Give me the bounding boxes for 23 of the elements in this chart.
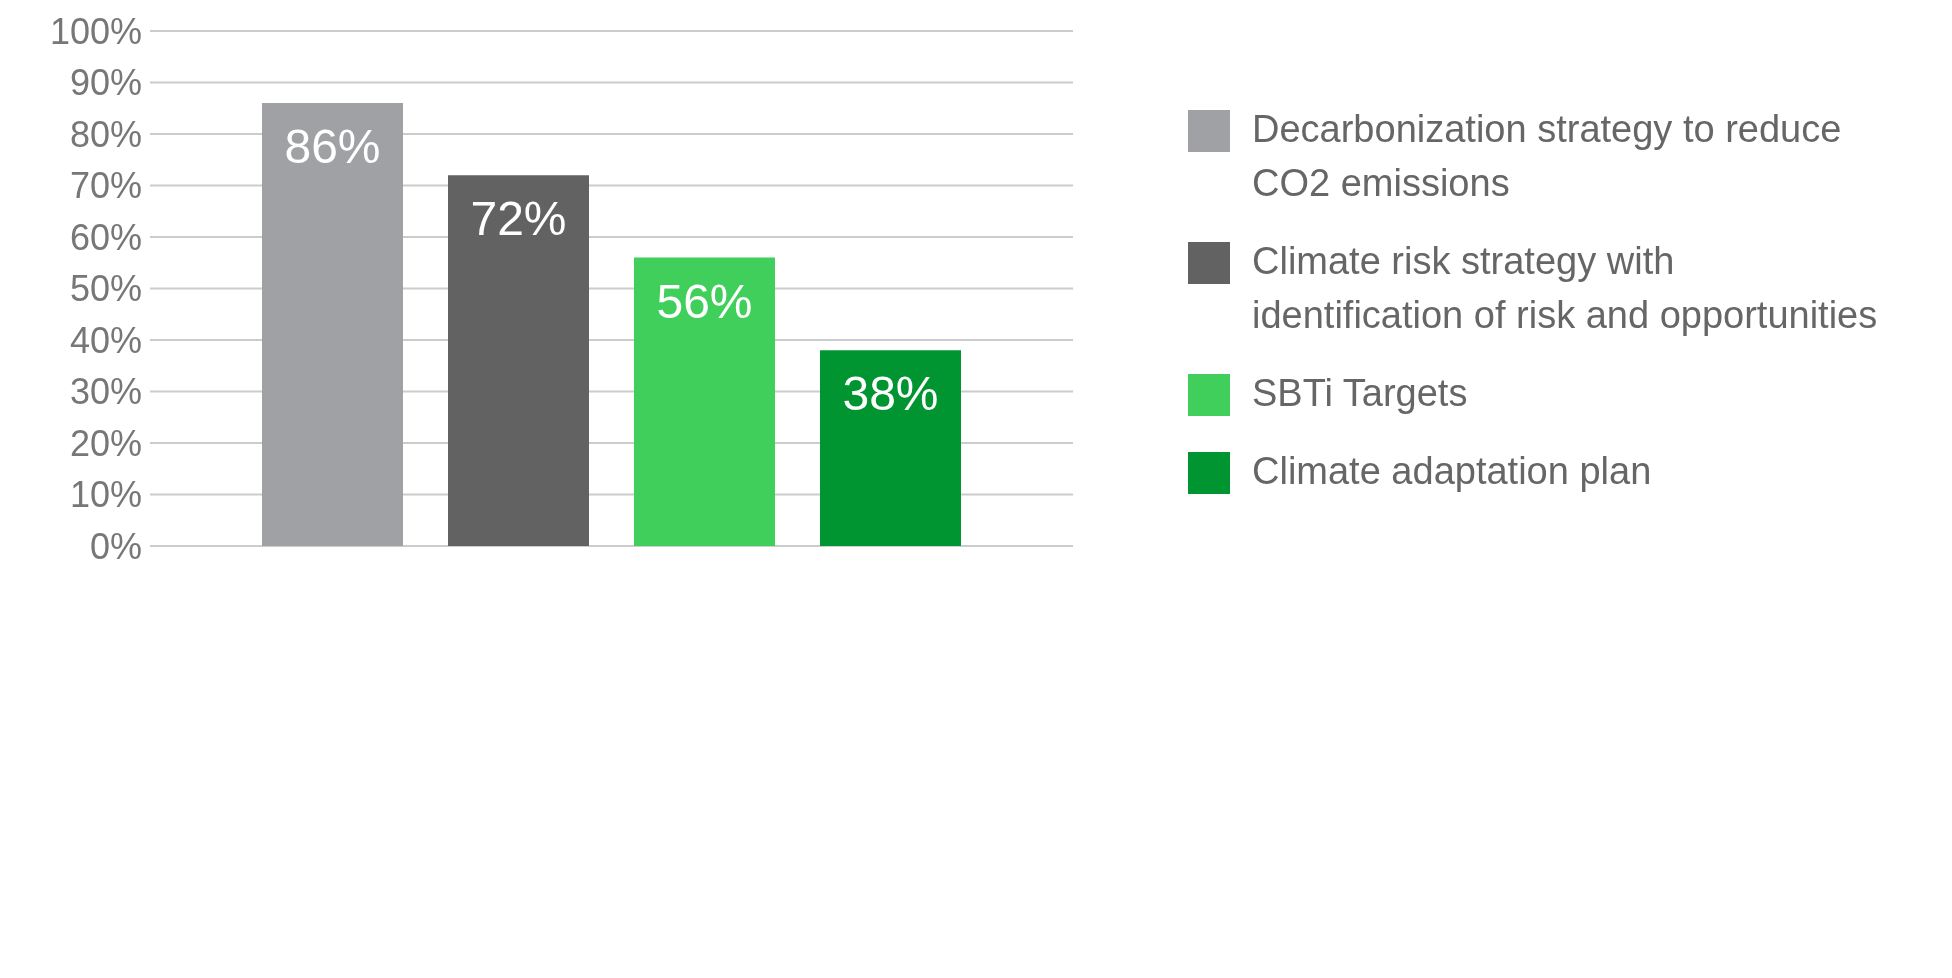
data-label: 86% (284, 120, 381, 174)
y-tick-label: 20% (69, 422, 142, 464)
legend-label: Climate adaptation plan (1252, 449, 1652, 494)
y-tick-label: 90% (69, 62, 142, 104)
bar (820, 350, 961, 546)
legend-label: SBTi Targets (1252, 371, 1468, 416)
bar (634, 257, 775, 546)
y-tick-label: 60% (69, 216, 142, 258)
legend-label: Decarbonization strategy to reduce CO2 emissions (1252, 107, 1843, 206)
y-tick-label: 100% (49, 10, 142, 52)
y-tick-label: 50% (69, 268, 142, 310)
y-tick-label: 30% (69, 371, 142, 413)
y-tick-label: 80% (69, 113, 142, 155)
y-tick-label: 10% (69, 474, 142, 516)
y-tick-label: 0% (89, 525, 142, 567)
legend-label: Climate risk strategy with identification of risk and opportunities (1252, 239, 1879, 338)
data-label: 38% (842, 367, 939, 421)
bar (448, 175, 589, 546)
data-label: 72% (470, 192, 567, 246)
y-tick-label: 40% (69, 319, 142, 361)
bar (262, 103, 403, 546)
y-tick-label: 70% (69, 165, 142, 207)
data-label: 56% (656, 274, 753, 328)
